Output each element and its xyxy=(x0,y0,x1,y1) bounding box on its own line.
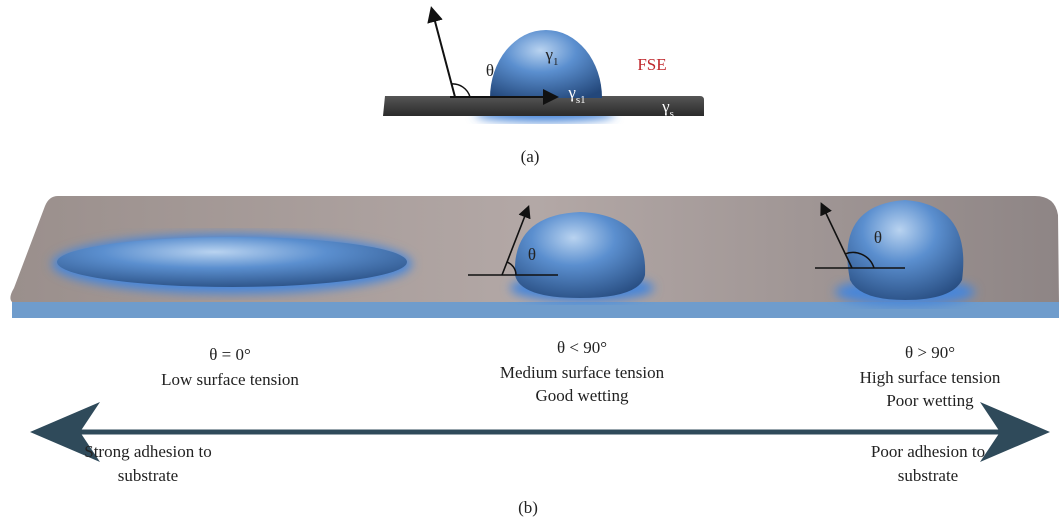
theta: θ xyxy=(528,245,536,264)
theta: θ xyxy=(874,228,882,247)
panel-b: θ θ θ = 0° Low surface tension θ < 90° M… xyxy=(10,196,1059,517)
subscript: s1 xyxy=(576,94,586,106)
panel-a: θ γ1 FSE γs1 γs (a) xyxy=(383,10,704,166)
description: High surface tension xyxy=(860,368,1001,387)
arrow-label: Strong adhesion to xyxy=(84,442,212,461)
angle-label: θ > 90° xyxy=(905,343,955,362)
figure: θ γ1 FSE γs1 γs (a) θ θ θ = 0° Low surfa… xyxy=(0,0,1059,524)
theta: θ xyxy=(486,61,494,80)
droplet xyxy=(490,30,602,98)
arrow-label: substrate xyxy=(118,466,178,485)
caption: (b) xyxy=(518,498,538,517)
arrow-label: Poor adhesion to xyxy=(871,442,985,461)
substrate xyxy=(383,96,704,116)
caption: (a) xyxy=(521,147,540,166)
description: Low surface tension xyxy=(161,370,299,389)
arrow-label: substrate xyxy=(898,466,958,485)
subscript: 1 xyxy=(553,56,559,68)
description: Poor wetting xyxy=(886,391,974,410)
subscript: s xyxy=(670,108,674,120)
fse-label: FSE xyxy=(637,55,666,74)
droplet xyxy=(847,200,963,300)
description: Medium surface tension xyxy=(500,363,665,382)
description: Good wetting xyxy=(535,386,629,405)
angle-label: θ < 90° xyxy=(557,338,607,357)
droplet xyxy=(57,237,407,287)
angle-label: θ = 0° xyxy=(209,345,251,364)
